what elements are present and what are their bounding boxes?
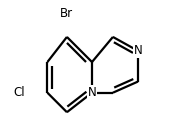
Text: Br: Br (60, 7, 73, 20)
Text: N: N (88, 86, 96, 99)
Text: Cl: Cl (13, 86, 25, 99)
Text: N: N (134, 44, 142, 57)
